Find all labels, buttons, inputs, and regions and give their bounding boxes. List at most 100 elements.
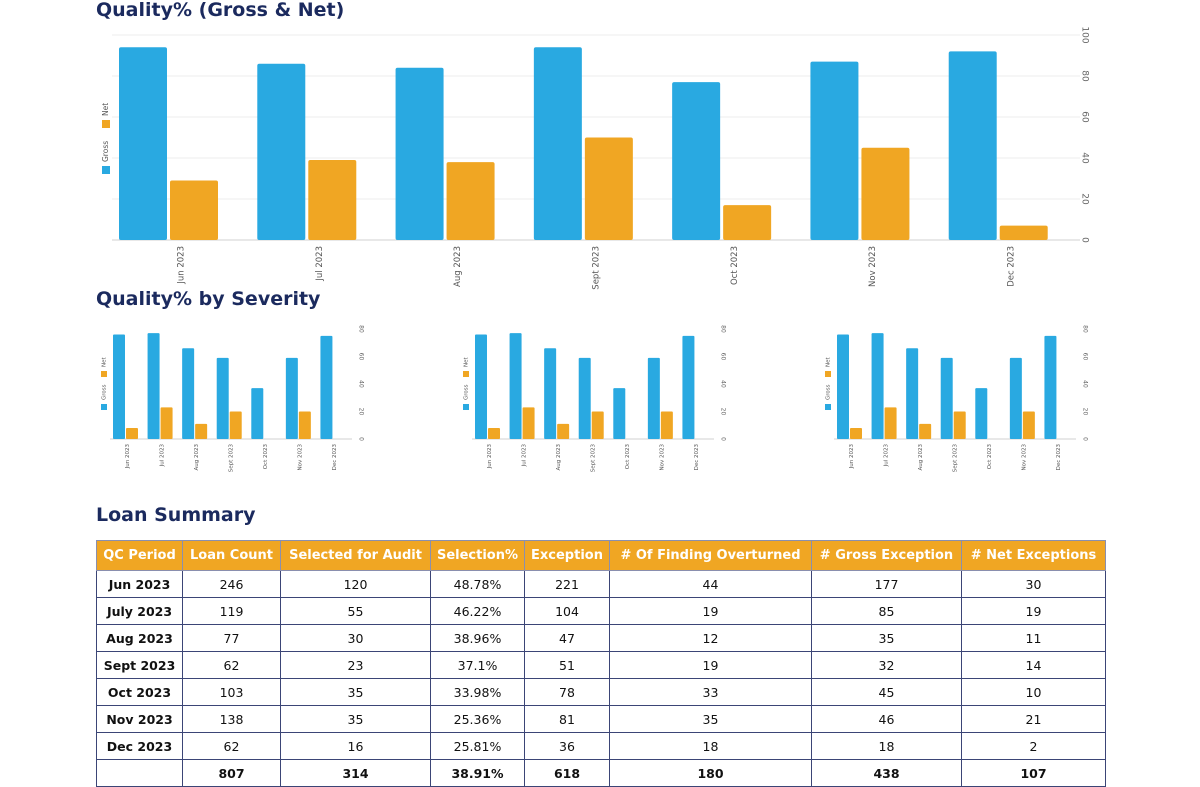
- gross-bar: [1009, 357, 1022, 439]
- table-cell: 19: [961, 597, 1106, 625]
- net-bar: [861, 147, 910, 240]
- table-cell: 55: [280, 597, 431, 625]
- gross-bar: [906, 348, 919, 439]
- x-tick-label: Dec 2023: [1006, 246, 1016, 287]
- y-tick-label: 60: [720, 353, 727, 361]
- y-tick-label: 40: [358, 380, 365, 388]
- y-tick-label: 80: [358, 325, 365, 333]
- gross-bar: [975, 388, 988, 439]
- net-bar: [884, 407, 897, 439]
- table-cell: 10: [961, 678, 1106, 706]
- legend-gross-swatch: [463, 404, 469, 410]
- x-tick-label: Dec 2023: [332, 444, 338, 471]
- column-header: # Gross Exception: [811, 540, 962, 571]
- table-cell: 45: [811, 678, 962, 706]
- total-cell: [96, 759, 183, 787]
- x-tick-label: Jun 2023: [487, 444, 493, 470]
- x-tick-label: Nov 2023: [1022, 444, 1028, 471]
- total-cell: 180: [609, 759, 812, 787]
- column-header: Selected for Audit: [280, 540, 431, 571]
- table-cell: 21: [961, 705, 1106, 733]
- x-tick-label: Oct 2023: [730, 246, 740, 285]
- x-tick-label: Jun 2023: [177, 246, 187, 285]
- gross-bar: [475, 334, 487, 439]
- column-header: Exception: [524, 540, 610, 571]
- severity-chart-2: 0 20 40 60 80 Jun 2023 Jul 2023 Aug 2023 Sept 20…: [463, 325, 727, 472]
- y-tick-label: 0: [720, 437, 727, 441]
- gross-bar: [257, 63, 306, 241]
- severity-chart-1: 0 20 40 60 80 Jun 2023 Jul 2023 Aug 2023 Sept 20…: [101, 325, 365, 473]
- x-tick-label: Sept 2023: [953, 444, 959, 473]
- net-bar: [195, 423, 208, 439]
- x-tick-label: Sept 2023: [592, 246, 602, 290]
- x-tick-label: Aug 2023: [194, 444, 200, 471]
- table-cell: 62: [182, 732, 281, 760]
- qc-period-cell: July 2023: [96, 597, 183, 625]
- table-cell: 35: [811, 624, 962, 652]
- table-cell: 18: [811, 732, 962, 760]
- table-cell: 30: [961, 570, 1106, 598]
- table-cell: 120: [280, 570, 431, 598]
- legend-gross-label: Gross: [101, 141, 110, 162]
- x-tick-label: Dec 2023: [694, 444, 700, 471]
- qc-period-cell: Aug 2023: [96, 624, 183, 652]
- total-cell: 314: [280, 759, 431, 787]
- legend-net-swatch: [825, 371, 831, 377]
- loan-summary-table: QC Period Loan Count Selected for Audit Sel…: [96, 540, 1106, 787]
- x-tick-label: Dec 2023: [1056, 444, 1062, 471]
- x-tick-label: Nov 2023: [660, 444, 666, 471]
- legend-net-swatch: [101, 371, 107, 377]
- gross-bar: [533, 47, 582, 240]
- net-bar: [488, 428, 500, 439]
- y-tick-label: 0: [1080, 237, 1090, 243]
- legend-gross-label: Gross: [826, 384, 832, 400]
- table-row: Dec 2023 62 16 25.81% 36 18 18 2: [96, 732, 1106, 760]
- total-cell: 807: [182, 759, 281, 787]
- table-cell: 119: [182, 597, 281, 625]
- gross-bar: [940, 357, 953, 439]
- qc-period-cell: Jun 2023: [96, 570, 183, 598]
- gross-bar: [113, 334, 125, 439]
- table-header-row: QC Period Loan Count Selected for Audit Sel…: [96, 540, 1106, 571]
- y-tick-label: 60: [1080, 111, 1090, 123]
- table-row: Nov 2023 138 35 25.36% 81 35 46 21: [96, 705, 1106, 733]
- table-cell: 25.36%: [430, 705, 525, 733]
- table-cell: 35: [280, 678, 431, 706]
- table-cell: 18: [609, 732, 812, 760]
- table-cell: 19: [609, 597, 812, 625]
- gross-bar: [682, 335, 695, 439]
- table-row: Jun 2023 246 120 48.78% 221 44 177 30: [96, 570, 1106, 598]
- net-bar: [850, 428, 862, 439]
- table-cell: 23: [280, 651, 431, 679]
- y-tick-label: 60: [1082, 353, 1089, 361]
- table-cell: 2: [961, 732, 1106, 760]
- x-tick-label: Sept 2023: [229, 444, 235, 473]
- legend-net-swatch: [102, 120, 110, 128]
- legend-gross-label: Gross: [102, 384, 108, 400]
- gross-bar: [320, 335, 333, 439]
- net-bar: [308, 160, 357, 240]
- y-tick-label: 40: [1080, 152, 1090, 164]
- table-cell: 62: [182, 651, 281, 679]
- gross-bar: [672, 82, 721, 241]
- table-cell: 47: [524, 624, 610, 652]
- gross-bar: [647, 357, 660, 439]
- gross-bar: [119, 47, 167, 240]
- legend-gross-swatch: [102, 166, 110, 174]
- column-header: Selection%: [430, 540, 525, 571]
- gross-bar: [147, 333, 160, 439]
- table-cell: 35: [280, 705, 431, 733]
- y-tick-label: 100: [1080, 26, 1090, 43]
- legend-net-label: Net: [826, 357, 832, 367]
- net-bar: [298, 411, 311, 439]
- column-header: QC Period: [96, 540, 183, 571]
- gross-bar: [837, 334, 849, 439]
- legend-gross-label: Gross: [464, 384, 470, 400]
- net-bar: [160, 407, 173, 439]
- net-bar: [557, 423, 570, 439]
- table-cell: 44: [609, 570, 812, 598]
- gross-bar: [578, 357, 591, 439]
- gross-bar: [251, 388, 264, 439]
- severity-chart-3: 0 20 40 60 80 Jun 2023 Jul 2023 Aug 2023 Sept 20…: [825, 325, 1089, 473]
- net-bar: [1022, 411, 1035, 439]
